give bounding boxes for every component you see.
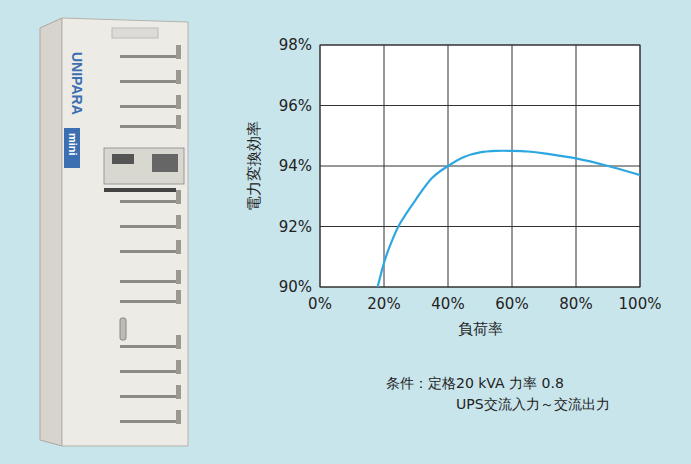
cabinet-slot-end [176, 335, 181, 349]
cabinet-illustration: UNIPARA mini [40, 18, 188, 446]
condition-note: 条件：定格20 kVA 力率 0.8 [386, 375, 564, 391]
cabinet-display [112, 154, 134, 164]
cabinet-slot [120, 105, 178, 108]
cabinet-slot-end [176, 410, 181, 424]
cabinet-slot-end [176, 190, 181, 204]
cabinet-slot [120, 80, 178, 83]
x-tick-label: 40% [431, 295, 464, 313]
grid-line-y [320, 166, 640, 167]
cabinet-slot-end [176, 115, 181, 129]
condition-note: UPS交流入力～交流出力 [456, 396, 610, 412]
chart-canvas: UNIPARA mini 90% 92% 94% 96% 98% 0% 20% 40% 60% 80%… [0, 0, 691, 464]
cabinet-slot [120, 55, 178, 58]
grid-line-x [384, 45, 385, 287]
cabinet-slot-end [176, 95, 181, 109]
cabinet-slot-end [176, 270, 181, 284]
cabinet-slot [120, 200, 178, 203]
cabinet-slot-end [176, 290, 181, 304]
y-tick-label: 94% [279, 157, 312, 175]
marks [378, 151, 640, 287]
x-tick-label: 20% [367, 295, 400, 313]
cabinet-slot-end [176, 70, 181, 84]
background [0, 0, 691, 464]
cabinet-slot-end [176, 45, 181, 59]
cabinet-slot [120, 300, 178, 303]
cabinet-slot [120, 280, 178, 283]
grid-line-y [320, 105, 640, 106]
y-tick-label: 98% [279, 36, 312, 54]
x-axis-title: 負荷率 [458, 320, 503, 338]
cabinet-panel [104, 148, 184, 184]
y-tick-label: 90% [279, 278, 312, 296]
x-tick-label: 100% [619, 295, 662, 313]
grid-line-y [320, 226, 640, 227]
cabinet-slot-end [176, 240, 181, 254]
y-tick-label: 96% [279, 97, 312, 115]
cabinet-bar [104, 188, 176, 192]
cabinet-slot-end [176, 360, 181, 374]
cabinet-display [152, 154, 178, 172]
cabinet-slot [120, 125, 178, 128]
cabinet-handle [120, 318, 126, 340]
cabinet-front [62, 18, 188, 446]
plot-area [320, 45, 640, 287]
product-label: UNIPARA [69, 52, 85, 115]
plot-frame [320, 45, 640, 287]
x-tick-label: 60% [495, 295, 528, 313]
product-label: mini [67, 133, 79, 156]
cabinet-slot [120, 345, 178, 348]
grid [320, 45, 640, 287]
y-tick-label: 92% [279, 218, 312, 236]
cabinet-slot [120, 370, 178, 373]
efficiency-line [378, 151, 640, 287]
cabinet-slot [120, 250, 178, 253]
grid-line-x [576, 45, 577, 287]
x-tick-label: 80% [559, 295, 592, 313]
cabinet-slot [120, 420, 178, 423]
cabinet-side [40, 18, 62, 446]
cabinet-slot-end [176, 215, 181, 229]
cabinet-slot-end [176, 385, 181, 399]
x-tick-label: 0% [308, 295, 332, 313]
cabinet-slot [120, 225, 178, 228]
cabinet-slot [120, 395, 178, 398]
cabinet-badge [112, 28, 158, 38]
y-axis-title: 電力変換効率 [245, 121, 263, 211]
grid-line-x [512, 45, 513, 287]
product-label-box [64, 128, 80, 168]
